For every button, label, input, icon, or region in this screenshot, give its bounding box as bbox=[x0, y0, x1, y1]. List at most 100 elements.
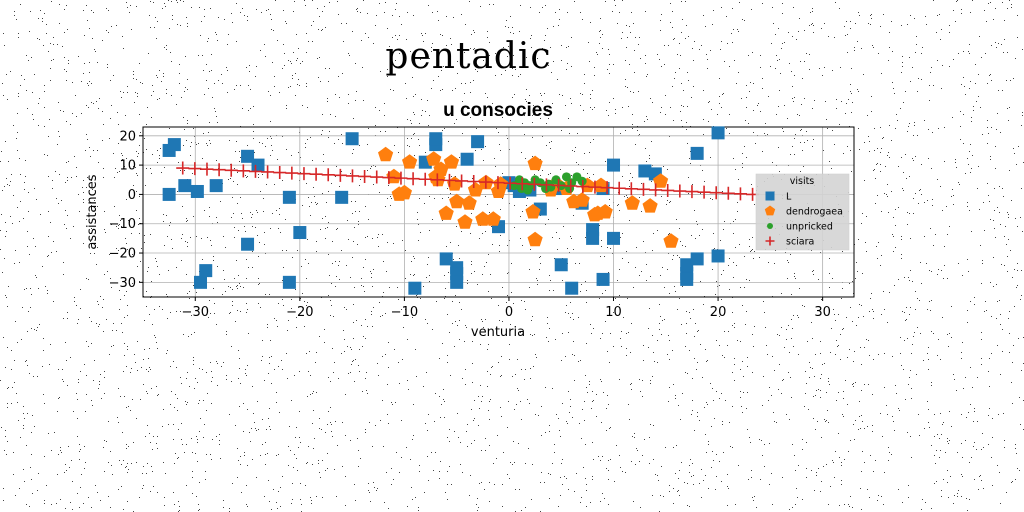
sciara-point bbox=[467, 175, 481, 189]
dendrogaea-point bbox=[433, 161, 449, 176]
sciara-point bbox=[661, 183, 675, 197]
sciara-point bbox=[479, 175, 493, 189]
figure-suptitle: pentadic bbox=[385, 36, 552, 77]
dendrogaea-point bbox=[438, 205, 454, 220]
l-point bbox=[711, 249, 725, 263]
legend-label-unpricked: unpricked bbox=[786, 222, 833, 233]
l-point bbox=[167, 138, 181, 152]
sciara-point bbox=[564, 179, 578, 193]
legend-marker-dendrogaea bbox=[764, 205, 776, 216]
legend-label-sciara: sciara bbox=[786, 237, 814, 248]
sciara-point bbox=[394, 171, 408, 185]
sciara-point bbox=[382, 171, 396, 185]
sciara-point bbox=[576, 180, 590, 194]
sciara-point bbox=[333, 168, 347, 182]
dendrogaea-point bbox=[443, 154, 460, 169]
l-point bbox=[439, 252, 453, 266]
dendrogaea-point bbox=[574, 192, 590, 207]
sciara-point bbox=[309, 167, 323, 181]
x-tick-label: −10 bbox=[391, 305, 418, 320]
legend-marker-l bbox=[765, 191, 775, 201]
dendrogaea-point bbox=[663, 233, 679, 248]
legend-label-l: L bbox=[786, 192, 792, 203]
x-tick-label: 10 bbox=[605, 305, 622, 320]
dendrogaea-point bbox=[653, 173, 669, 188]
dendrogaea-point bbox=[467, 182, 484, 197]
l-point bbox=[345, 132, 359, 146]
y-tick-label: −20 bbox=[109, 247, 136, 262]
y-tick-label: −10 bbox=[109, 217, 136, 232]
sciara-point bbox=[236, 164, 250, 178]
sciara-point bbox=[442, 173, 456, 187]
x-axis-ticks: −30 −20 −10 0 10 20 30 bbox=[182, 297, 831, 320]
sciara-point bbox=[600, 181, 614, 195]
l-point bbox=[194, 275, 208, 289]
l-point bbox=[209, 179, 223, 193]
chart-title: u consocies bbox=[443, 100, 553, 121]
l-point bbox=[607, 158, 621, 172]
y-axis-ticks: −30 −20 −10 0 10 20 bbox=[109, 129, 143, 291]
dendrogaea-point bbox=[396, 184, 412, 200]
l-point bbox=[450, 275, 464, 289]
dendrogaea-point bbox=[597, 204, 613, 219]
l-point bbox=[460, 152, 474, 166]
sciara-point bbox=[539, 178, 553, 192]
dendrogaea-point bbox=[457, 214, 473, 229]
legend-marker-unpricked bbox=[767, 223, 773, 229]
sciara-point bbox=[721, 186, 735, 200]
sciara-point bbox=[636, 182, 650, 196]
sciara-point bbox=[370, 170, 384, 184]
data-points bbox=[162, 126, 760, 295]
l-point bbox=[282, 275, 296, 289]
x-axis-label: venturia bbox=[471, 325, 525, 340]
sciara-point bbox=[709, 186, 723, 200]
sciara-point bbox=[200, 162, 214, 176]
sciara-point bbox=[406, 172, 420, 186]
sciara-point bbox=[285, 166, 299, 180]
l-point bbox=[282, 190, 296, 204]
dendrogaea-point bbox=[642, 198, 658, 213]
dendrogaea-point bbox=[624, 195, 640, 210]
y-axis-label: assistances bbox=[85, 174, 100, 249]
sciara-point bbox=[733, 187, 747, 201]
l-point bbox=[554, 258, 568, 272]
l-point bbox=[690, 252, 704, 266]
y-tick-label: 0 bbox=[128, 188, 136, 203]
sciara-point bbox=[224, 163, 238, 177]
l-point bbox=[596, 272, 610, 286]
series-l bbox=[162, 126, 725, 295]
sciara-point bbox=[527, 177, 541, 191]
l-point bbox=[241, 149, 255, 163]
sciara-point bbox=[624, 182, 638, 196]
sciara-point bbox=[503, 176, 517, 190]
l-point bbox=[638, 164, 652, 178]
y-tick-label: 20 bbox=[119, 129, 136, 144]
sciara-point bbox=[552, 178, 566, 192]
dendrogaea-point bbox=[527, 155, 543, 171]
unpricked-point bbox=[546, 182, 556, 192]
dendrogaea-point bbox=[386, 168, 402, 184]
l-point bbox=[586, 231, 600, 245]
sciara-point bbox=[212, 163, 226, 177]
dendrogaea-point bbox=[475, 211, 491, 226]
plot-area bbox=[142, 126, 855, 298]
l-point bbox=[607, 231, 621, 245]
y-tick-label: 10 bbox=[119, 159, 136, 174]
sciara-point bbox=[515, 177, 529, 191]
l-point bbox=[335, 190, 349, 204]
l-point bbox=[162, 187, 176, 201]
sciara-point bbox=[188, 162, 202, 176]
x-tick-label: 0 bbox=[505, 305, 513, 320]
l-point bbox=[690, 146, 704, 160]
x-tick-label: −30 bbox=[182, 305, 209, 320]
l-point bbox=[241, 237, 255, 251]
l-point bbox=[711, 126, 725, 140]
dendrogaea-point bbox=[449, 193, 465, 209]
y-tick-label: −30 bbox=[109, 276, 136, 291]
sciara-point bbox=[430, 173, 444, 187]
sciara-point bbox=[418, 172, 432, 186]
